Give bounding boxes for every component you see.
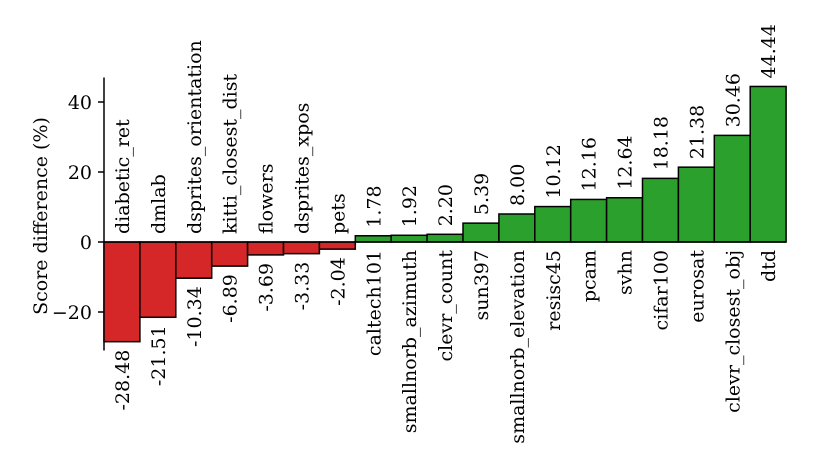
bar (677, 166, 716, 243)
category-label: flowers (256, 164, 278, 234)
bar (354, 235, 392, 243)
bar (462, 222, 500, 243)
bar (175, 241, 213, 279)
value-label: 1.78 (363, 185, 385, 227)
value-label: -6.89 (220, 274, 242, 323)
value-label: 1.92 (399, 185, 421, 227)
value-label: -3.69 (256, 263, 278, 312)
value-label: -21.51 (148, 325, 170, 386)
bar (139, 241, 177, 319)
bars (103, 85, 787, 343)
bar (103, 241, 141, 343)
category-label: dmlab (148, 174, 170, 234)
value-label: 21.38 (686, 105, 708, 159)
bar (534, 205, 572, 243)
bar (318, 241, 357, 250)
y-tick-label: 20 (68, 162, 92, 184)
bar (713, 134, 751, 243)
category-label: smallnorb_azimuth (399, 250, 421, 433)
category-label: svhn (615, 250, 637, 295)
category-label: resisc45 (543, 250, 565, 331)
category-label: clevr_count (435, 250, 457, 362)
category-label: dtd (758, 250, 780, 282)
category-label: diabetic_ret (112, 119, 134, 234)
value-label: 18.18 (650, 116, 672, 170)
bar (246, 241, 285, 256)
value-label: 44.44 (758, 24, 780, 78)
bar (641, 177, 680, 243)
category-label: eurosat (686, 250, 708, 323)
category-label: sun397 (471, 250, 493, 321)
bar (569, 198, 608, 243)
value-label: 8.00 (507, 164, 529, 206)
bar (749, 85, 787, 243)
value-label: -28.48 (112, 350, 134, 411)
value-label: -3.33 (291, 262, 313, 311)
category-label: clevr_closest_obj (722, 250, 744, 413)
labels: diabetic_ret -28.48 dmlab -21.51 dsprites_or… (112, 24, 780, 444)
y-tick-label: 0 (80, 232, 92, 254)
bar (605, 197, 644, 243)
category-label: dsprites_xpos (291, 103, 313, 234)
y-tick-label: 40 (68, 92, 92, 114)
bar (282, 241, 321, 255)
category-label: cifar100 (650, 250, 672, 330)
bar (390, 234, 428, 243)
value-label: -2.04 (327, 257, 349, 306)
value-label: 5.39 (471, 173, 493, 215)
value-label: 12.64 (615, 135, 637, 189)
value-label: 2.20 (435, 184, 457, 226)
category-label: caltech101 (363, 250, 385, 356)
y-tick-label: −20 (52, 302, 92, 324)
y-axis: −20 0 20 40 (52, 77, 105, 351)
bar (426, 233, 464, 243)
value-label: -10.34 (184, 286, 206, 347)
category-label: dsprites_orientation (184, 40, 206, 234)
value-label: 30.46 (722, 73, 744, 127)
bar (498, 213, 536, 243)
y-axis-label: Score difference (%) (30, 117, 52, 315)
value-label: 10.12 (543, 144, 565, 198)
category-label: kitti_closest_dist (220, 74, 242, 234)
value-label: 12.16 (579, 137, 601, 191)
category-label: pcam (579, 250, 601, 302)
category-label: pets (327, 193, 349, 234)
bar (210, 241, 249, 267)
category-label: smallnorb_elevation (507, 250, 529, 444)
